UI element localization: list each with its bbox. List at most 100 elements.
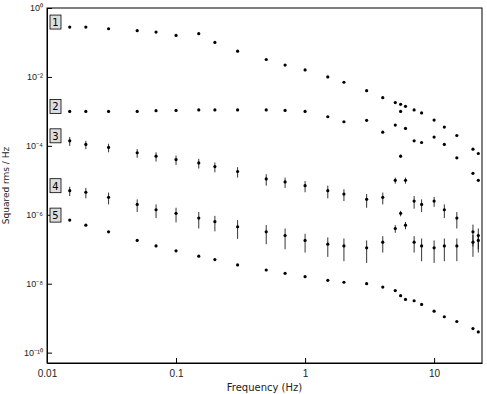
point: [443, 244, 446, 247]
point: [136, 151, 139, 154]
point: [433, 246, 436, 249]
error-bar: [176, 208, 177, 223]
point: [477, 330, 480, 333]
error-bar: [421, 238, 422, 261]
point: [455, 320, 458, 323]
error-bar: [237, 220, 238, 239]
x-tick-mark: [176, 358, 177, 363]
point: [197, 161, 200, 164]
y-tick: 10⁻¹⁰: [24, 348, 52, 358]
point: [381, 196, 384, 199]
point: [213, 258, 216, 261]
point: [154, 109, 157, 112]
point: [420, 111, 423, 114]
point: [420, 303, 423, 306]
error-bar: [266, 225, 267, 244]
x-tick-label: 0.01: [38, 368, 58, 379]
point: [303, 110, 306, 113]
point: [136, 29, 139, 32]
point: [213, 165, 216, 168]
point: [265, 268, 268, 271]
point: [326, 75, 329, 78]
series-4: [68, 187, 480, 263]
point: [443, 315, 446, 318]
point: [84, 191, 87, 194]
point: [265, 108, 268, 111]
point: [326, 279, 329, 282]
point: [420, 141, 423, 144]
point: [136, 239, 139, 242]
point: [365, 198, 368, 201]
point: [326, 115, 329, 118]
x-tick-mark: [305, 358, 306, 363]
y-tick: 10⁻⁴: [26, 141, 52, 151]
error-bar: [456, 212, 457, 228]
point: [413, 139, 416, 142]
x-axis-title: Frequency (Hz): [227, 382, 303, 393]
series-label-box: [50, 129, 61, 143]
y-tick-mark: [47, 146, 52, 147]
x-tick-mark: [434, 358, 435, 363]
point: [342, 244, 345, 247]
point: [68, 25, 71, 28]
point: [342, 81, 345, 84]
point: [413, 199, 416, 202]
point: [413, 241, 416, 244]
point: [420, 244, 423, 247]
point: [68, 139, 71, 142]
point: [399, 155, 402, 158]
point: [136, 110, 139, 113]
point: [342, 281, 345, 284]
point: [455, 134, 458, 137]
point: [326, 189, 329, 192]
y-axis-title: Squared rms / Hz: [1, 146, 11, 224]
y-tick: 10⁰: [30, 3, 52, 13]
plot-frame: [47, 8, 482, 363]
point: [404, 105, 407, 108]
series-label-box: [50, 208, 61, 222]
point: [477, 239, 480, 242]
point: [197, 217, 200, 220]
y-tick-label: 10⁻⁸: [26, 279, 43, 289]
series-label-text: 5: [52, 210, 58, 221]
point: [265, 177, 268, 180]
y-tick: 10⁻⁶: [26, 210, 52, 220]
point: [394, 227, 397, 230]
point: [236, 225, 239, 228]
x-tick-label: 1: [303, 368, 309, 379]
point: [394, 289, 397, 292]
error-bar: [214, 216, 215, 232]
y-axis-line: [47, 9, 48, 364]
series-1: [68, 25, 480, 155]
error-bar: [285, 228, 286, 249]
point: [265, 58, 268, 61]
y-tick-label: 10⁻⁴: [26, 141, 43, 151]
point: [236, 50, 239, 53]
y-tick-mark: [47, 77, 52, 78]
series-3: [68, 137, 480, 249]
y-tick-label: 10⁻⁶: [26, 210, 43, 220]
x-tick: 10: [429, 358, 441, 379]
point: [394, 179, 397, 182]
point: [283, 234, 286, 237]
point: [399, 103, 402, 106]
point: [107, 196, 110, 199]
point: [84, 25, 87, 28]
point: [433, 310, 436, 313]
series-label-text: 2: [52, 101, 58, 112]
y-tick-mark: [47, 353, 52, 354]
series-label-box: [50, 179, 61, 193]
error-bar: [343, 238, 344, 261]
point: [303, 184, 306, 187]
point: [433, 135, 436, 138]
point: [433, 199, 436, 202]
point: [84, 143, 87, 146]
point: [236, 170, 239, 173]
point: [471, 327, 474, 330]
point: [213, 108, 216, 111]
point: [283, 272, 286, 275]
y-tick: 10⁻⁸: [26, 279, 52, 289]
point: [154, 155, 157, 158]
point: [342, 192, 345, 195]
point: [394, 101, 397, 104]
